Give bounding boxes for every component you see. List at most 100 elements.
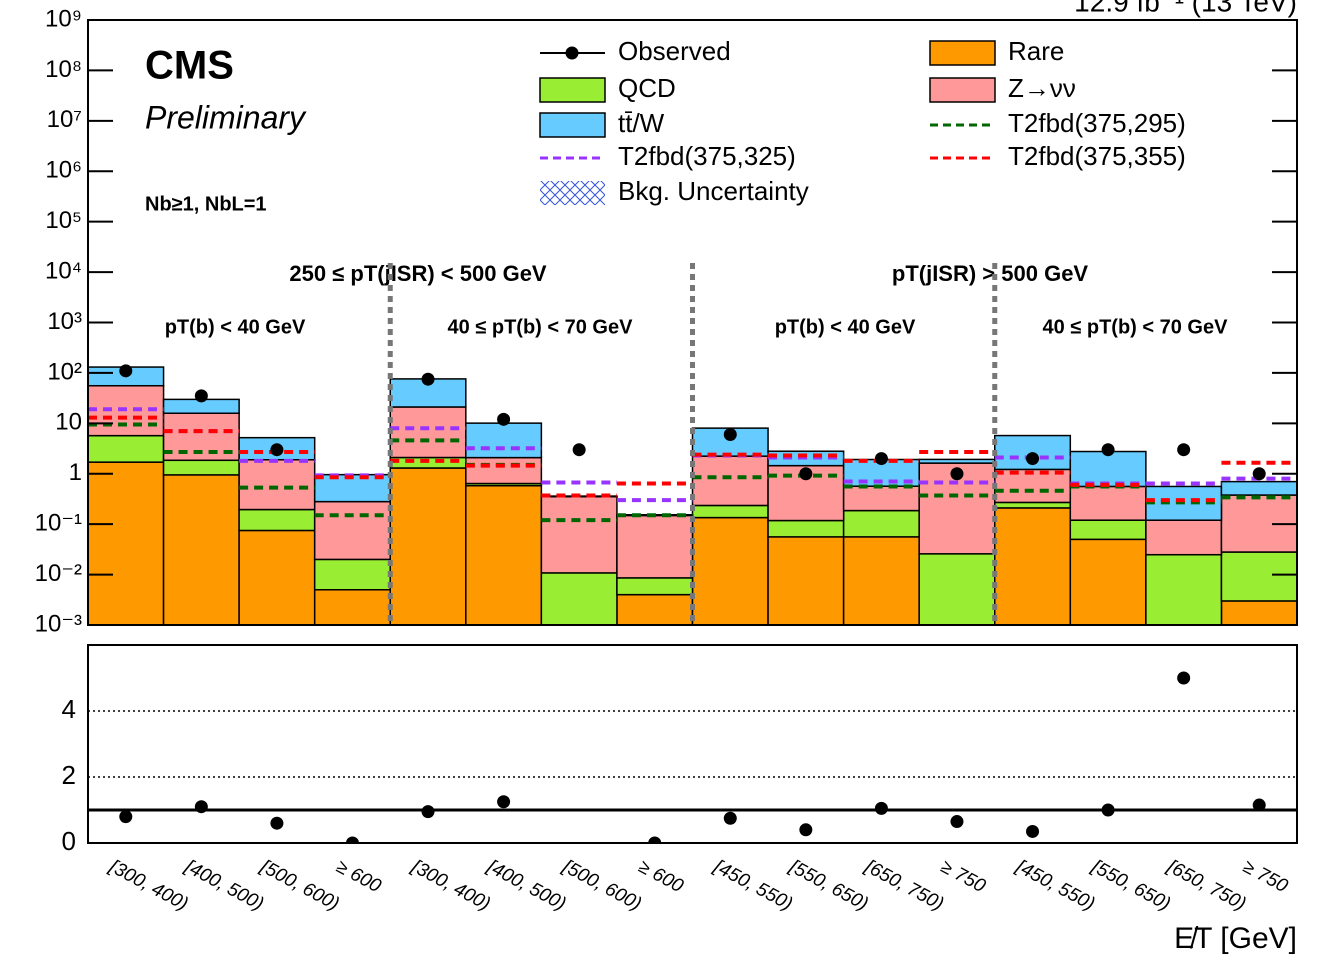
stack-bar <box>1220 551 1297 602</box>
x-tick-label: [550, 650) <box>1087 856 1173 915</box>
stack-bar <box>842 509 920 538</box>
ratio-point <box>1177 671 1191 685</box>
stack-bar <box>616 514 694 579</box>
observed-point <box>799 467 813 481</box>
ratio-point <box>799 823 813 837</box>
ratio-point <box>270 816 284 830</box>
legend-label: Bkg. Uncertainty <box>618 176 809 206</box>
x-tick-label: [300, 400) <box>105 856 191 915</box>
stack-bar <box>918 553 996 625</box>
observed-point <box>1252 467 1266 481</box>
stack-bar <box>313 589 391 625</box>
ratio-tick-label: 0 <box>62 826 76 856</box>
legend-symbol <box>540 181 605 205</box>
legend-label: Observed <box>618 36 731 66</box>
stack-bar <box>691 455 769 507</box>
observed-point <box>270 443 284 457</box>
ratio-point <box>1026 824 1040 838</box>
ratio-point <box>723 811 737 825</box>
x-tick-label: [650, 750) <box>861 856 947 915</box>
ratio-point <box>1252 798 1266 812</box>
stack-bar <box>691 504 769 519</box>
y-tick-label: 10⁶ <box>45 157 82 184</box>
observed-point <box>1101 443 1115 457</box>
stack-bar <box>465 422 543 459</box>
stack-bar <box>919 630 995 665</box>
legend-label: T2fbd(375,295) <box>1008 108 1186 138</box>
observed-point <box>346 659 359 672</box>
observed-point <box>119 364 133 378</box>
region-label: 250 ≤ pT(jISR) < 500 GeV <box>289 261 547 286</box>
observed-point <box>421 372 435 386</box>
stack-bar <box>1220 480 1297 496</box>
legend-symbol <box>929 40 996 66</box>
x-axis-title: E̸T [GeV] <box>1174 922 1297 955</box>
legend-symbol <box>929 77 996 103</box>
x-tick-label: [300, 400) <box>407 856 493 915</box>
region-label: 40 ≤ pT(b) < 70 GeV <box>1043 316 1229 338</box>
ratio-plot <box>88 671 1297 843</box>
legend-symbol <box>539 77 606 103</box>
legend-symbol <box>565 46 579 60</box>
stack-bar <box>994 507 1072 625</box>
region-label: 40 ≤ pT(b) < 70 GeV <box>448 316 634 338</box>
legend-label: T2fbd(375,355) <box>1008 141 1186 171</box>
stack-bar <box>1069 485 1147 521</box>
region-label: pT(b) < 40 GeV <box>775 316 916 338</box>
status: Preliminary <box>145 99 307 135</box>
ratio-point <box>345 836 359 843</box>
x-tick-label: ≥ 750 <box>937 856 989 897</box>
stack-bar <box>691 516 769 625</box>
ratio-point <box>194 800 208 814</box>
ratio-point <box>119 810 133 824</box>
y-tick-label: 10⁷ <box>47 106 82 133</box>
observed-point <box>1177 443 1191 457</box>
stack-bar <box>1069 450 1147 488</box>
stack-bar <box>238 508 316 532</box>
stack-bar <box>1145 519 1223 556</box>
x-tick-label: ≥ 600 <box>333 856 385 897</box>
y-tick-label: 10⁻¹ <box>35 510 82 537</box>
stack-bar <box>162 459 240 476</box>
stack-bar <box>389 406 467 459</box>
stack-bar <box>767 519 845 538</box>
observed-point <box>1026 452 1040 466</box>
region-label: pT(jISR) > 500 GeV <box>892 261 1089 286</box>
stack-bar <box>540 572 618 625</box>
y-tick-label: 10⁸ <box>45 56 82 83</box>
x-tick-label: [400, 500) <box>181 856 267 915</box>
stack-bar <box>541 630 617 665</box>
stack-bar <box>1069 519 1147 541</box>
stack-bar <box>1145 553 1223 625</box>
stack-bar <box>842 485 920 512</box>
stack-bar <box>1220 600 1297 625</box>
stack-bar <box>389 467 467 625</box>
ratio-point <box>421 805 435 819</box>
stack-bar <box>1069 538 1147 625</box>
y-tick-label: 10² <box>47 358 82 385</box>
ratio-point <box>950 815 964 829</box>
legend-label: Rare <box>1008 36 1064 66</box>
legend-label: T2fbd(375,325) <box>618 141 796 171</box>
stack-bar <box>918 458 996 464</box>
x-tick-label: ≥ 750 <box>1239 856 1291 897</box>
ratio-point <box>1101 803 1115 817</box>
selection: Nb≥1, NbL=1 <box>145 193 267 215</box>
y-tick-label: 10⁻³ <box>35 610 82 637</box>
legend-symbol <box>539 112 606 138</box>
x-tick-label: [450, 550) <box>1012 856 1098 915</box>
ratio-frame <box>87 644 1298 844</box>
x-tick-label: [450, 550) <box>710 856 796 915</box>
stack-bar <box>238 459 316 511</box>
legend-label: Z→νν <box>1008 73 1076 103</box>
stack-bar <box>1146 630 1222 665</box>
y-tick-label: 1 <box>69 459 82 486</box>
observed-point <box>194 389 208 403</box>
stack-bar <box>540 495 618 574</box>
stack-bar <box>616 593 694 625</box>
stack-bar <box>994 501 1072 509</box>
stack-bar <box>313 558 391 591</box>
lumi: 12.9 fb⁻¹ (13 TeV) <box>1074 0 1297 17</box>
